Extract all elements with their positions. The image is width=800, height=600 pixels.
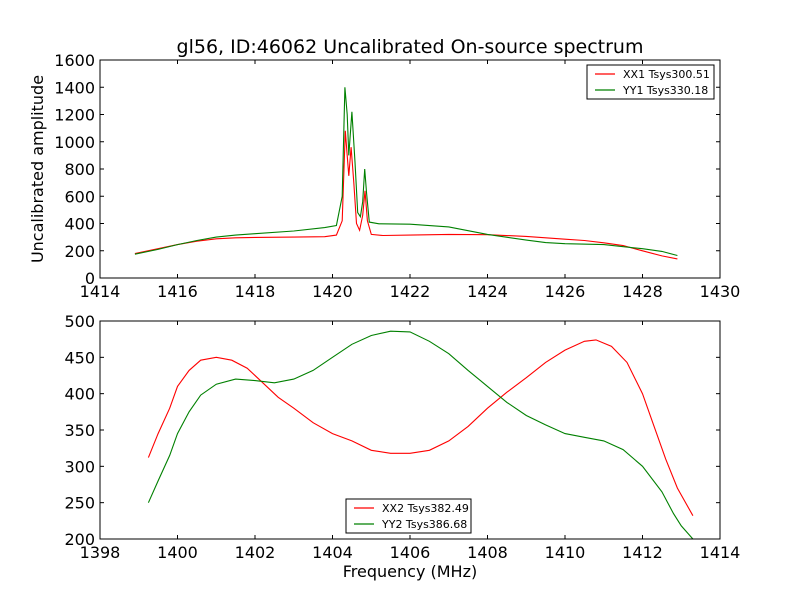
x-tick-label: 1428 [622, 282, 663, 301]
yy1-series-line [134, 87, 678, 257]
x-tick-label: 1420 [312, 282, 353, 301]
x-tick-label: 1400 [157, 543, 198, 562]
legend-entry-label: XX2 Tsys382.49 [382, 502, 469, 515]
x-tick-label: 1410 [545, 543, 586, 562]
y-tick-label: 300 [64, 457, 95, 476]
x-tick-label: 1414 [80, 282, 121, 301]
chart-title: gl56, ID:46062 Uncalibrated On-source sp… [177, 36, 644, 58]
legend: XX1 Tsys300.51 YY1 Tsys330.18 [586, 64, 715, 100]
bottom-spectrum-panel: Frequency (MHz) 1398 1400 1402 1404 1406 1408… [64, 312, 740, 581]
x-tick-label: 1404 [312, 543, 353, 562]
x-tick-label: 1416 [157, 282, 198, 301]
x-tick-label: 1424 [467, 282, 508, 301]
y-tick-label: 200 [64, 242, 95, 261]
top-spectrum-panel: gl56, ID:46062 Uncalibrated On-source sp… [28, 36, 740, 301]
x-tick-label: 1402 [235, 543, 276, 562]
x-tick-label: 1412 [622, 543, 663, 562]
y-tick-label: 1400 [54, 78, 95, 97]
x-tick-label: 1430 [700, 282, 741, 301]
y-tick-label: 400 [64, 215, 95, 234]
x-tick-label: 1418 [235, 282, 276, 301]
legend-box [586, 64, 715, 100]
y-tick-label: 200 [64, 530, 95, 549]
xx2-series-line [147, 339, 694, 516]
legend: XX2 Tsys382.49 YY2 Tsys386.68 [345, 498, 472, 534]
x-tick-label: 1422 [390, 282, 431, 301]
y-tick-label: 350 [64, 421, 95, 440]
x-tick-label: 1408 [467, 543, 508, 562]
plot-frame [99, 320, 721, 540]
y-tick-label: 500 [64, 312, 95, 331]
xx1-series-line [134, 130, 678, 260]
y-tick-label: 450 [64, 348, 95, 367]
legend-entry-label: YY2 Tsys386.68 [381, 518, 467, 531]
plot-series-group [134, 87, 678, 260]
plot-frame [99, 59, 721, 279]
y-axis-label: Uncalibrated amplitude [28, 75, 47, 263]
legend-box [345, 498, 472, 534]
y-tick-label: 1600 [54, 51, 95, 70]
x-tick-label: 1406 [390, 543, 431, 562]
y-tick-label: 800 [64, 160, 95, 179]
axis-ticks-group: 1414 1416 1418 1420 1422 1424 1426 1428 1430 0 200… [54, 51, 740, 301]
yy2-series-line [147, 330, 694, 540]
x-tick-label: 1414 [700, 543, 741, 562]
y-tick-label: 250 [64, 494, 95, 513]
axis-ticks-group: 1398 1400 1402 1404 1406 1408 1410 1412 1414 200 2… [64, 312, 740, 562]
x-axis-label: Frequency (MHz) [343, 562, 477, 581]
plot-series-group [147, 330, 694, 540]
y-tick-label: 600 [64, 187, 95, 206]
x-tick-label: 1426 [545, 282, 586, 301]
y-tick-label: 400 [64, 385, 95, 404]
y-tick-label: 1200 [54, 106, 95, 125]
legend-entry-label: XX1 Tsys300.51 [623, 68, 710, 81]
x-tick-label: 1398 [80, 543, 121, 562]
legend-entry-label: YY1 Tsys330.18 [622, 84, 708, 97]
y-tick-label: 0 [85, 269, 95, 288]
y-tick-label: 1000 [54, 133, 95, 152]
